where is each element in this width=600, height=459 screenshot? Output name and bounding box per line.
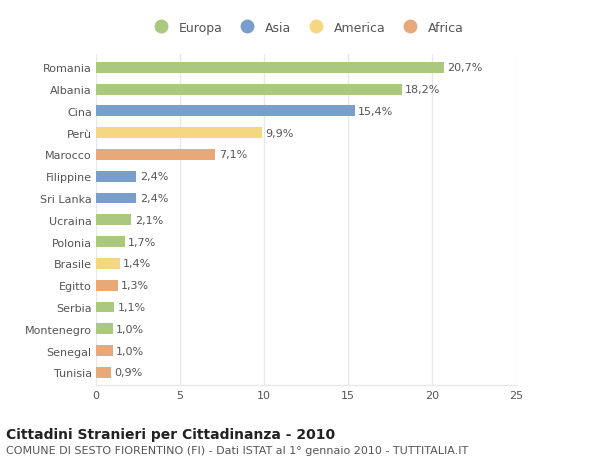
Text: 20,7%: 20,7% [447,63,482,73]
Bar [96,128,262,139]
Bar [96,280,118,291]
Bar [96,302,115,313]
Text: 1,4%: 1,4% [123,259,151,269]
Bar [96,345,113,356]
Bar [96,367,111,378]
Text: 15,4%: 15,4% [358,106,394,117]
Bar [96,215,131,226]
Text: 7,1%: 7,1% [218,150,247,160]
Bar [96,258,119,269]
Text: 9,9%: 9,9% [266,129,294,138]
Text: COMUNE DI SESTO FIORENTINO (FI) - Dati ISTAT al 1° gennaio 2010 - TUTTITALIA.IT: COMUNE DI SESTO FIORENTINO (FI) - Dati I… [6,445,468,455]
Text: 1,0%: 1,0% [116,346,144,356]
Bar [96,63,444,73]
Legend: Europa, Asia, America, Africa: Europa, Asia, America, Africa [148,22,464,34]
Text: 18,2%: 18,2% [405,85,440,95]
Bar [96,324,113,335]
Text: 1,0%: 1,0% [116,324,144,334]
Text: 2,4%: 2,4% [140,194,168,204]
Bar [96,193,136,204]
Text: 2,4%: 2,4% [140,172,168,182]
Text: 1,7%: 1,7% [128,237,156,247]
Bar [96,106,355,117]
Bar [96,237,125,247]
Bar [96,150,215,161]
Text: 2,1%: 2,1% [134,215,163,225]
Bar [96,171,136,182]
Text: 0,9%: 0,9% [115,368,143,377]
Bar [96,84,402,95]
Text: Cittadini Stranieri per Cittadinanza - 2010: Cittadini Stranieri per Cittadinanza - 2… [6,427,335,441]
Text: 1,1%: 1,1% [118,302,146,312]
Text: 1,3%: 1,3% [121,280,149,291]
